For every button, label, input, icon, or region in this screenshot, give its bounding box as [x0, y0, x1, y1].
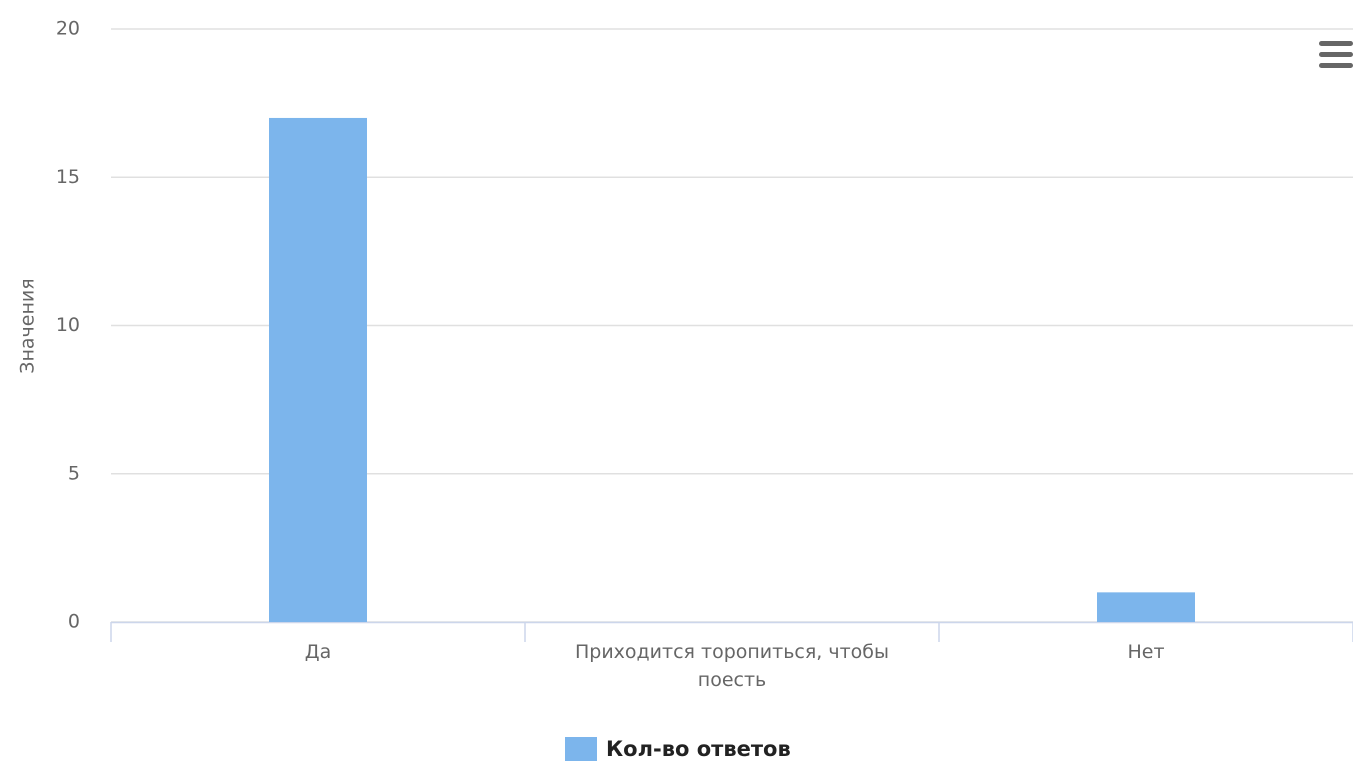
- menu-bar: [1319, 52, 1353, 57]
- y-tick-label: 5: [68, 462, 80, 484]
- legend-swatch: [565, 737, 597, 761]
- menu-button[interactable]: [1319, 41, 1353, 68]
- y-tick-label: 10: [56, 314, 80, 336]
- y-axis-title: Значения: [17, 278, 39, 373]
- x-tick-label: Приходится торопиться, чтобы поесть: [574, 641, 890, 691]
- y-tick-label: 15: [56, 166, 80, 188]
- bar: [269, 117, 367, 622]
- x-tick-label: Нет: [1127, 641, 1165, 663]
- menu-bar: [1319, 41, 1353, 46]
- bar: [1097, 592, 1195, 622]
- legend-label: Кол-во ответов: [606, 737, 791, 761]
- y-tick-label: 20: [56, 18, 80, 40]
- y-tick-label: 0: [68, 611, 80, 633]
- x-tick-label: Да: [304, 641, 332, 663]
- menu-bar: [1319, 63, 1353, 68]
